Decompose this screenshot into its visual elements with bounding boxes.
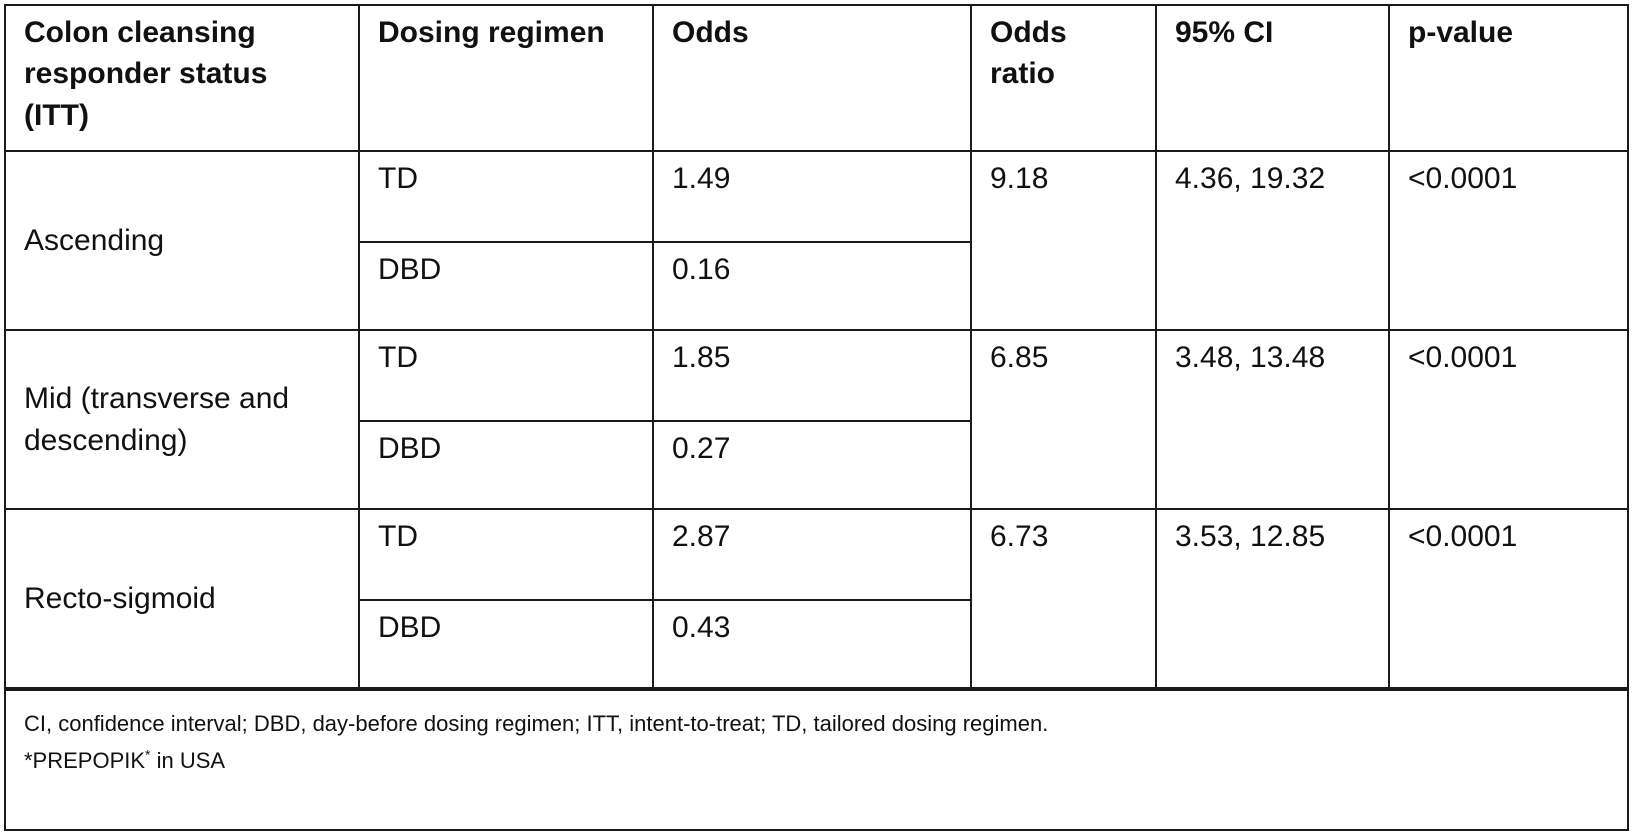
header-ci: 95% CI — [1155, 6, 1390, 152]
responder-status-cell: Ascending — [6, 150, 360, 331]
trademark-asterisk: * — [145, 747, 151, 764]
odds-cell: 0.27 — [652, 420, 971, 510]
dosing-regimen-cell: DBD — [359, 241, 654, 331]
ci-cell: 3.53, 12.85 — [1155, 508, 1390, 689]
dosing-regimen-cell: DBD — [359, 599, 654, 689]
odds-ratio-table: Colon cleansing responder status (ITT) D… — [6, 6, 1627, 689]
table-frame: Colon cleansing responder status (ITT) D… — [4, 4, 1629, 831]
abbreviations-note: CI, confidence interval; DBD, day-before… — [24, 711, 1049, 736]
p-value-cell: <0.0001 — [1388, 329, 1627, 510]
table-row: Mid (transverse and descending) TD 1.85 … — [6, 329, 1627, 510]
odds-ratio-cell: 6.85 — [970, 329, 1157, 510]
header-odds: Odds — [652, 6, 972, 152]
table-row: DBD 0.16 — [6, 241, 1627, 331]
table-row: DBD 0.43 — [6, 599, 1627, 689]
p-value-cell: <0.0001 — [1388, 150, 1627, 331]
dosing-regimen-cell: TD — [358, 508, 654, 601]
dosing-regimen-cell: DBD — [359, 420, 654, 510]
responder-status-cell: Recto-sigmoid — [6, 508, 360, 689]
header-row: Colon cleansing responder status (ITT) D… — [6, 6, 1627, 152]
odds-ratio-cell: 9.18 — [970, 150, 1157, 331]
odds-ratio-cell: 6.73 — [970, 508, 1157, 689]
table-row: Ascending TD 1.49 9.18 4.36, 19.32 <0.00… — [6, 150, 1627, 331]
odds-cell: 0.16 — [652, 241, 971, 331]
odds-cell: 1.85 — [652, 329, 972, 422]
odds-cell: 0.43 — [652, 599, 971, 689]
ci-cell: 4.36, 19.32 — [1155, 150, 1390, 331]
odds-cell: 2.87 — [652, 508, 972, 601]
ci-cell: 3.48, 13.48 — [1155, 329, 1390, 510]
p-value-cell: <0.0001 — [1388, 508, 1627, 689]
dosing-regimen-cell: TD — [358, 150, 654, 243]
trademark-note-prefix: *PREPOPIK — [24, 748, 146, 774]
table-row: DBD 0.27 — [6, 420, 1627, 510]
odds-cell: 1.49 — [652, 150, 972, 243]
header-dosing-regimen: Dosing regimen — [358, 6, 654, 152]
dosing-regimen-cell: TD — [358, 329, 654, 422]
header-p-value: p-value — [1388, 6, 1627, 152]
trademark-note: *PREPOPIK* in USA — [24, 742, 1609, 779]
trademark-note-suffix: in USA — [150, 748, 226, 774]
header-odds-ratio: Odds ratio — [970, 6, 1157, 152]
table-row: Recto-sigmoid TD 2.87 6.73 3.53, 12.85 <… — [6, 508, 1627, 689]
responder-status-cell: Mid (transverse and descending) — [6, 329, 360, 510]
header-responder-status: Colon cleansing responder status (ITT) — [6, 6, 360, 152]
table-footnote: CI, confidence interval; DBD, day-before… — [6, 689, 1627, 780]
